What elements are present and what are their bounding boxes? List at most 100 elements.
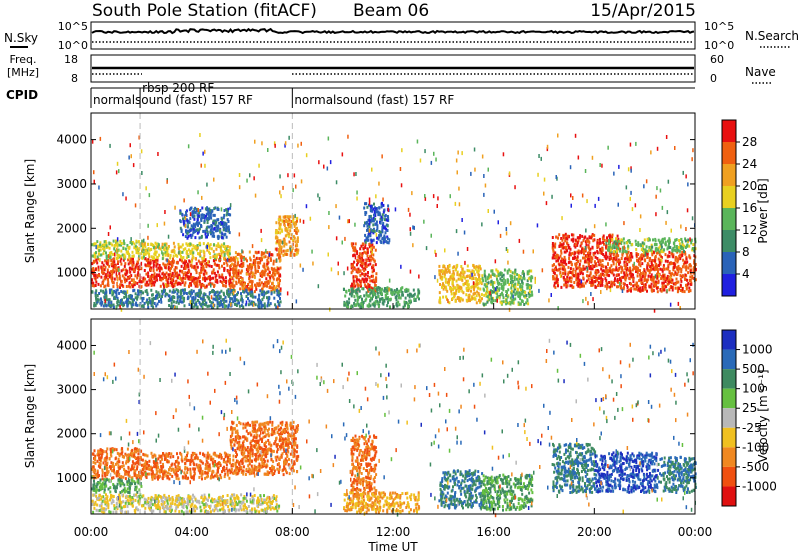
heat-cell <box>570 280 573 284</box>
heat-cell <box>254 295 257 299</box>
heat-cell <box>457 288 460 292</box>
heat-cell <box>490 290 492 294</box>
heat-cell <box>690 238 693 242</box>
heat-cell <box>235 270 238 274</box>
heat-cell <box>518 277 521 281</box>
heat-cell <box>487 290 490 294</box>
heat-cell <box>199 209 202 212</box>
heat-cell <box>613 246 616 250</box>
heat-cell <box>352 289 355 293</box>
heat-cell <box>208 264 211 268</box>
heat-cell <box>171 249 174 253</box>
heat-cell <box>676 272 679 276</box>
heat-cell <box>505 294 508 297</box>
heat-cell <box>138 280 141 284</box>
heat-cell <box>679 257 682 261</box>
heat-cell <box>522 276 525 280</box>
heat-cell <box>191 211 194 215</box>
heat-cell <box>483 283 486 287</box>
heat-cell <box>348 297 351 301</box>
heat-cell <box>188 303 191 306</box>
heat-cell <box>291 249 293 253</box>
heat-cell <box>91 284 94 288</box>
heat-cell <box>566 278 569 281</box>
heat-cell <box>146 248 149 252</box>
heat-cell <box>367 282 370 286</box>
heat-cell <box>182 256 185 259</box>
heat-cell <box>169 281 172 284</box>
heat-cell <box>654 283 656 287</box>
heat-cell <box>186 219 189 223</box>
heat-cell <box>157 243 160 247</box>
heat-cell <box>563 235 566 239</box>
heat-cell <box>230 256 232 260</box>
heat-cell <box>504 280 507 284</box>
heat-cell <box>639 272 642 275</box>
heat-cell <box>242 290 245 293</box>
heat-cell <box>218 291 221 295</box>
heat-cell <box>370 229 373 233</box>
heat-cell <box>193 230 196 234</box>
heat-cell <box>240 262 243 266</box>
heat-cell <box>212 231 215 235</box>
heat-cell <box>213 259 216 262</box>
heat-cell <box>279 190 281 195</box>
heat-cell <box>262 264 265 268</box>
heat-cell <box>582 276 585 280</box>
heat-cell <box>467 299 470 302</box>
heat-cell <box>257 250 260 254</box>
heat-cell <box>123 253 126 257</box>
heat-cell <box>686 260 689 264</box>
heat-cell <box>227 213 230 216</box>
heat-cell <box>588 246 590 250</box>
heat-cell <box>449 275 452 279</box>
heat-cell <box>622 282 625 286</box>
nave-label: Nave <box>745 65 776 79</box>
heat-cell <box>488 296 491 299</box>
heat-cell <box>681 240 684 244</box>
heat-cell <box>259 299 262 303</box>
heat-cell <box>354 289 357 293</box>
heat-cell <box>407 305 410 309</box>
heat-cell <box>208 246 211 250</box>
heat-cell <box>241 300 244 304</box>
heat-cell <box>190 250 193 254</box>
heat-cell <box>497 270 500 274</box>
heat-cell <box>442 287 445 291</box>
heat-cell <box>295 217 298 220</box>
heat-cell <box>590 236 593 240</box>
heat-cell <box>235 264 238 268</box>
heat-cell <box>92 260 95 264</box>
heat-cell <box>606 285 609 289</box>
heat-cell <box>586 269 589 273</box>
heat-cell <box>571 273 574 277</box>
heat-cell <box>597 260 600 264</box>
heat-cell <box>691 247 694 250</box>
heat-cell <box>574 251 577 255</box>
heat-cell <box>197 259 200 263</box>
heat-cell <box>274 303 277 307</box>
heat-cell <box>483 269 486 273</box>
heat-cell <box>376 287 378 291</box>
heat-cell <box>220 275 223 279</box>
heat-cell <box>672 255 675 259</box>
heat-cell <box>400 290 403 294</box>
heat-cell <box>214 229 217 233</box>
heat-cell <box>375 209 378 213</box>
heat-cell <box>530 290 533 294</box>
heat-cell <box>563 245 566 249</box>
heat-cell <box>159 275 161 279</box>
heat-cell <box>207 260 210 264</box>
heat-cell <box>145 281 148 285</box>
heat-cell <box>172 279 175 283</box>
heat-cell <box>441 277 444 281</box>
heat-cell <box>189 212 192 217</box>
heat-cell <box>162 277 164 281</box>
heat-cell <box>491 301 494 305</box>
heat-cell <box>171 260 174 264</box>
heat-cell <box>164 265 167 269</box>
heat-cell <box>369 262 372 266</box>
heat-cell <box>267 299 270 303</box>
heat-cell <box>646 237 649 241</box>
heat-cell <box>167 266 170 269</box>
